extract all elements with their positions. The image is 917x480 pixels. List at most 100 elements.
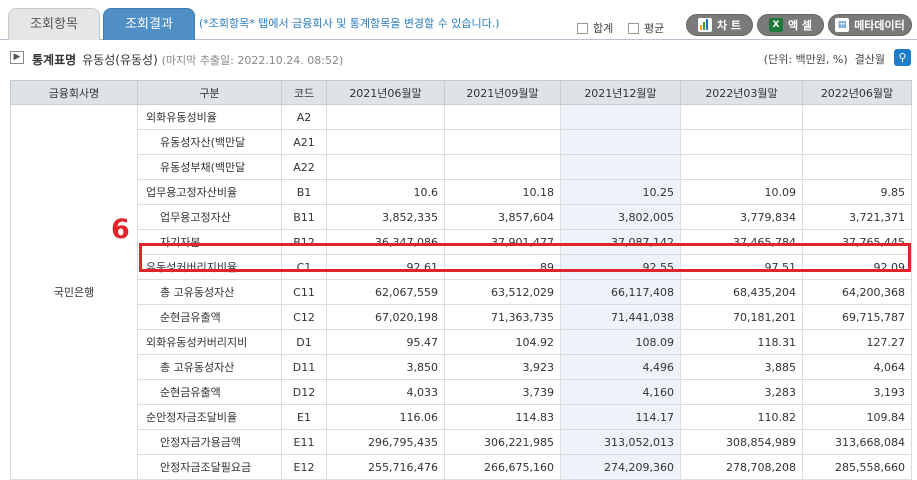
value-cell: 266,675,160 (444, 454, 561, 480)
value-cell: 3,283 (680, 379, 803, 405)
document-icon: ▤ (835, 18, 850, 32)
value-cell (444, 104, 561, 130)
unit-text: (단위: 백만원, %) 결산월 (764, 51, 885, 67)
table-row: 안정자금가용금액 E11 296,795,435 306,221,985 313,052… (11, 429, 912, 455)
checkbox-box[interactable] (577, 22, 588, 34)
value-cell: 3,852,335 (326, 204, 445, 230)
item-name-cell: 총 고유동성자산 (137, 354, 282, 380)
average-checkbox-label: 평균 (644, 22, 665, 35)
column-header: 코드 (281, 80, 327, 105)
value-cell (560, 129, 681, 155)
value-cell: 9.85 (802, 179, 912, 205)
chart-button[interactable]: 차 트 (686, 14, 753, 36)
code-cell: D12 (281, 379, 327, 405)
tab-query-results[interactable]: 조회결과 (103, 8, 195, 40)
search-icon[interactable]: ⚲ (894, 49, 911, 66)
chart-button-label: 차 트 (716, 19, 742, 32)
value-cell: 109.84 (802, 404, 912, 430)
metadata-button[interactable]: ▤ 메타데이터 (828, 14, 912, 36)
value-cell: 3,721,371 (802, 204, 912, 230)
item-name-cell: 순안정자금조달비율 (137, 404, 282, 430)
highlight-box (139, 243, 911, 272)
checkbox-box[interactable] (628, 22, 639, 34)
column-header: 구분 (137, 80, 282, 105)
average-checkbox[interactable]: 평균 (628, 20, 664, 36)
info-bar: ▶ 통계표명 유동성(유동성) (마지막 추출일: 2022.10.24. 08:… (0, 44, 917, 72)
results-table: 금융회사명 구분 코드 2021년06월말 2021년09월말 2021년12월말 2022… (10, 80, 912, 480)
value-cell: 69,715,787 (802, 304, 912, 330)
table-row: 유동성부채(백만달 A22 (11, 154, 912, 180)
code-cell: E11 (281, 429, 327, 455)
value-cell: 3,802,005 (560, 204, 681, 230)
value-cell: 296,795,435 (326, 429, 445, 455)
table-header-row: 금융회사명 구분 코드 2021년06월말 2021년09월말 2021년12월말 2022… (10, 80, 912, 105)
table-title: 통계표명 유동성(유동성) (마지막 추출일: 2022.10.24. 08:52… (32, 51, 343, 68)
column-header: 금융회사명 (10, 80, 138, 105)
tab-query-items[interactable]: 조회항목 (8, 8, 100, 40)
item-name-cell: 안정자금조달필요금 (137, 454, 282, 480)
value-cell: 64,200,368 (802, 279, 912, 305)
excel-button[interactable]: X 액 셀 (757, 14, 824, 36)
chevron-right-icon[interactable]: ▶ (10, 51, 24, 64)
value-cell: 255,716,476 (326, 454, 445, 480)
annotation-number: 6 (111, 214, 130, 245)
value-cell (680, 154, 803, 180)
code-cell: A2 (281, 104, 327, 130)
table-name: 유동성(유동성) (82, 53, 158, 67)
item-name-cell: 유동성부채(백만달 (137, 154, 282, 180)
total-checkbox[interactable]: 합계 (577, 20, 613, 36)
table-row: 외화유동성커버리지비 D1 95.47 104.92 108.09 118.31 127.2… (11, 329, 912, 355)
value-cell: 278,708,208 (680, 454, 803, 480)
table-title-label: 통계표명 (32, 53, 77, 67)
value-cell: 10.6 (326, 179, 445, 205)
value-cell: 306,221,985 (444, 429, 561, 455)
value-cell: 3,193 (802, 379, 912, 405)
value-cell: 116.06 (326, 404, 445, 430)
value-cell (326, 129, 445, 155)
value-cell: 127.27 (802, 329, 912, 355)
table-body: 국민은행 외화유동성비율 A2 유동성자산(백만달 A21 유동성부채(백만달 A22 업무용… (10, 104, 912, 480)
value-cell (560, 104, 681, 130)
value-cell: 63,512,029 (444, 279, 561, 305)
excel-button-label: 액 셀 (787, 19, 813, 32)
value-cell: 4,160 (560, 379, 681, 405)
value-cell: 285,558,660 (802, 454, 912, 480)
item-name-cell: 외화유동성커버리지비 (137, 329, 282, 355)
extract-date: (마지막 추출일: 2022.10.24. 08:52) (161, 54, 344, 67)
value-cell: 10.18 (444, 179, 561, 205)
table-row: 안정자금조달필요금 E12 255,716,476 266,675,160 274,20… (11, 454, 912, 480)
code-cell: B1 (281, 179, 327, 205)
results-table-wrap: 금융회사명 구분 코드 2021년06월말 2021년09월말 2021년12월말 2022… (10, 80, 912, 480)
value-cell: 3,923 (444, 354, 561, 380)
value-cell (326, 154, 445, 180)
table-row: 유동성커버리지비율 C1 92.61 89 92.55 97.51 92.09 (11, 254, 912, 280)
code-cell: C11 (281, 279, 327, 305)
code-cell: A21 (281, 129, 327, 155)
value-cell (802, 129, 912, 155)
code-cell: E12 (281, 454, 327, 480)
company-name-cell: 국민은행 (10, 104, 138, 480)
table-row: 순현금유출액 D12 4,033 3,739 4,160 3,283 3,193 (11, 379, 912, 405)
value-cell: 37,087,142 (560, 229, 681, 255)
column-header: 2021년09월말 (444, 80, 561, 105)
table-row: 순현금유출액 C12 67,020,198 71,363,735 71,441,038 7… (11, 304, 912, 330)
metadata-button-label: 메타데이터 (854, 19, 905, 32)
table-row: 국민은행 외화유동성비율 A2 (10, 104, 912, 480)
column-header: 2022년06월말 (802, 80, 912, 105)
value-cell: 108.09 (560, 329, 681, 355)
chart-icon (697, 18, 712, 32)
value-cell: 3,885 (680, 354, 803, 380)
column-header: 2021년12월말 (560, 80, 681, 105)
code-cell: D1 (281, 329, 327, 355)
code-cell: E1 (281, 404, 327, 430)
value-cell: 3,850 (326, 354, 445, 380)
value-cell: 104.92 (444, 329, 561, 355)
table-row: 유동성자산(백만달 A21 (11, 129, 912, 155)
value-cell: 3,857,604 (444, 204, 561, 230)
value-cell: 71,441,038 (560, 304, 681, 330)
value-cell: 308,854,989 (680, 429, 803, 455)
value-cell: 3,779,834 (680, 204, 803, 230)
value-cell (444, 129, 561, 155)
value-cell: 4,033 (326, 379, 445, 405)
value-cell: 70,181,201 (680, 304, 803, 330)
